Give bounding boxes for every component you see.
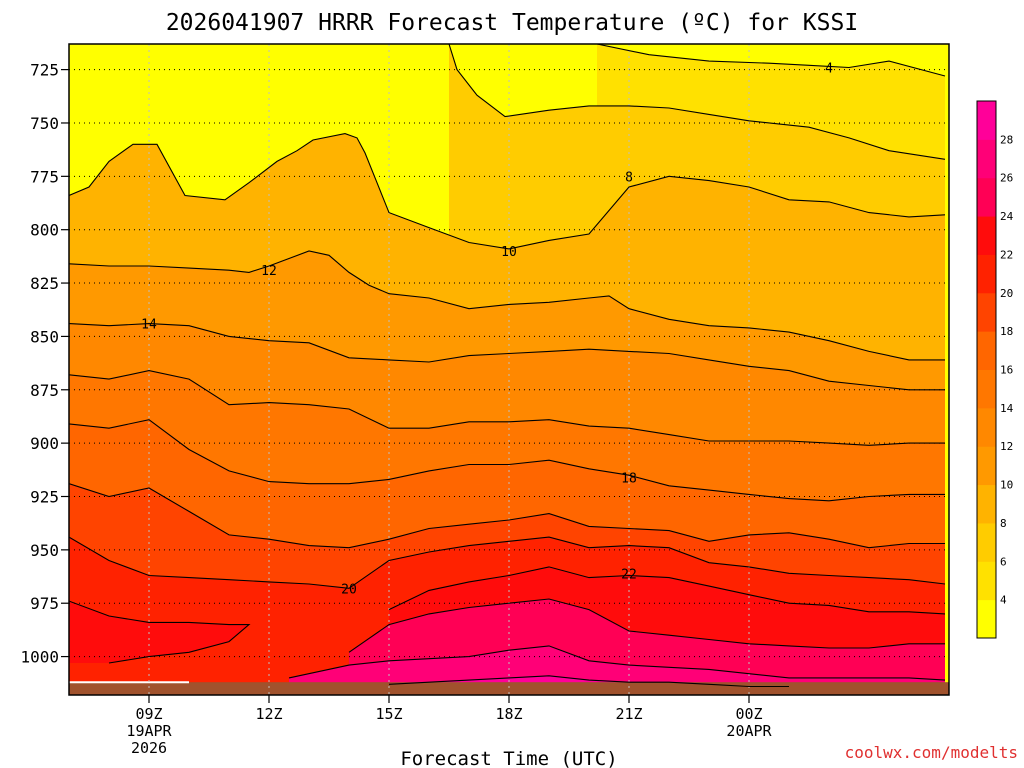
colorbar-frame [976,100,997,639]
colorbar-label-12: 12 [1000,440,1013,453]
colorbar-swatch-2 [977,522,996,562]
colorbar-swatch-3 [977,484,996,524]
colorbar-label-4: 4 [1000,594,1007,607]
ytick-label-875: 875 [30,381,59,400]
colorbar-swatch-6 [977,369,996,409]
colorbar-label-22: 22 [1000,248,1013,261]
colorbar-label-16: 16 [1000,364,1013,377]
x-axis-label: Forecast Time (UTC) [400,748,617,768]
credit-link[interactable]: coolwx.com/modelts [845,743,1018,762]
ytick-label-1000: 1000 [20,648,59,667]
contour-22 [388,566,946,615]
contour-label-14: 14 [141,318,157,333]
ytick-label-950: 950 [30,541,59,560]
xtick-label-12Z-line1: 12Z [255,705,282,723]
xtick-label-09Z-line2: 19APR [126,722,172,740]
colorbar-label-14: 14 [1000,402,1014,415]
contour-28 [388,675,789,688]
colorbar-label-18: 18 [1000,325,1013,338]
contour-12 [69,323,945,391]
temperature-fill [69,44,949,695]
contour-8 [69,133,946,250]
xtick-label-09Z-line1: 09Z [135,705,162,723]
ytick-label-725: 725 [30,61,59,80]
contour-20 [69,536,946,589]
chart-title: 2026041907 HRRR Forecast Temperature (ºC… [166,10,858,36]
ytick-label-975: 975 [30,594,59,613]
contour-label-8: 8 [625,170,633,185]
colorbar-label-8: 8 [1000,517,1007,530]
y-axis: 725 750 775 800 825 850 875 900 925 950 975 1000 [20,61,69,667]
xtick-label-18Z-line1: 18Z [495,705,522,723]
ytick-label-900: 900 [30,434,59,453]
ytick-label-750: 750 [30,114,59,133]
ytick-label-800: 800 [30,221,59,240]
colorbar-label-28: 28 [1000,133,1013,146]
colorbar-swatch-1 [977,561,996,601]
contour-label-12: 12 [261,264,277,279]
colorbar-swatch-13 [977,101,996,140]
contour-16 [69,419,945,502]
grid-lines [69,44,949,695]
colorbar-label-6: 6 [1000,555,1007,568]
ytick-label-925: 925 [30,487,59,506]
colorbar: 4 6 8 10 12 14 16 18 20 22 24 26 28 [976,100,1014,639]
band-22 [69,601,249,663]
colorbar-swatch-11 [977,177,996,217]
colorbar-swatch-0 [977,599,996,639]
contour-10 [69,250,945,361]
contour-labels: 4 8 10 12 14 18 20 22 [141,61,833,597]
contour-label-10: 10 [501,245,517,260]
contour-lines [69,44,946,688]
xtick-label-00Z-line2: 20APR [726,722,772,740]
xtick-label-00Z-line1: 00Z [735,705,762,723]
contour-6 [448,44,946,160]
xtick-label-21Z-line1: 21Z [615,705,642,723]
contour-4 [596,44,946,77]
colorbar-swatch-7 [977,331,996,370]
colorbar-label-10: 10 [1000,479,1013,492]
colorbar-swatch-8 [977,292,996,332]
contour-label-20: 20 [341,582,357,597]
colorbar-swatch-10 [977,216,996,255]
contour-label-4: 4 [825,61,833,76]
colorbar-label-26: 26 [1000,172,1013,185]
ytick-label-775: 775 [30,167,59,186]
colorbar-swatch-5 [977,407,996,447]
colorbar-swatch-4 [977,446,996,486]
contour-22 [69,600,251,664]
contour-18 [69,483,945,549]
contour-24 [348,598,945,653]
colorbar-swatch-12 [977,139,996,179]
xtick-label-09Z-line3: 2026 [131,739,167,757]
colorbar-swatch-9 [977,254,996,294]
colorbar-label-24: 24 [1000,210,1014,223]
ytick-label-850: 850 [30,327,59,346]
contour-14 [69,370,945,446]
contour-label-22: 22 [621,567,637,582]
xtick-label-15Z-line1: 15Z [375,705,402,723]
contour-label-18: 18 [621,471,637,486]
colorbar-label-20: 20 [1000,287,1013,300]
contour-26 [288,645,946,681]
ytick-label-825: 825 [30,274,59,293]
